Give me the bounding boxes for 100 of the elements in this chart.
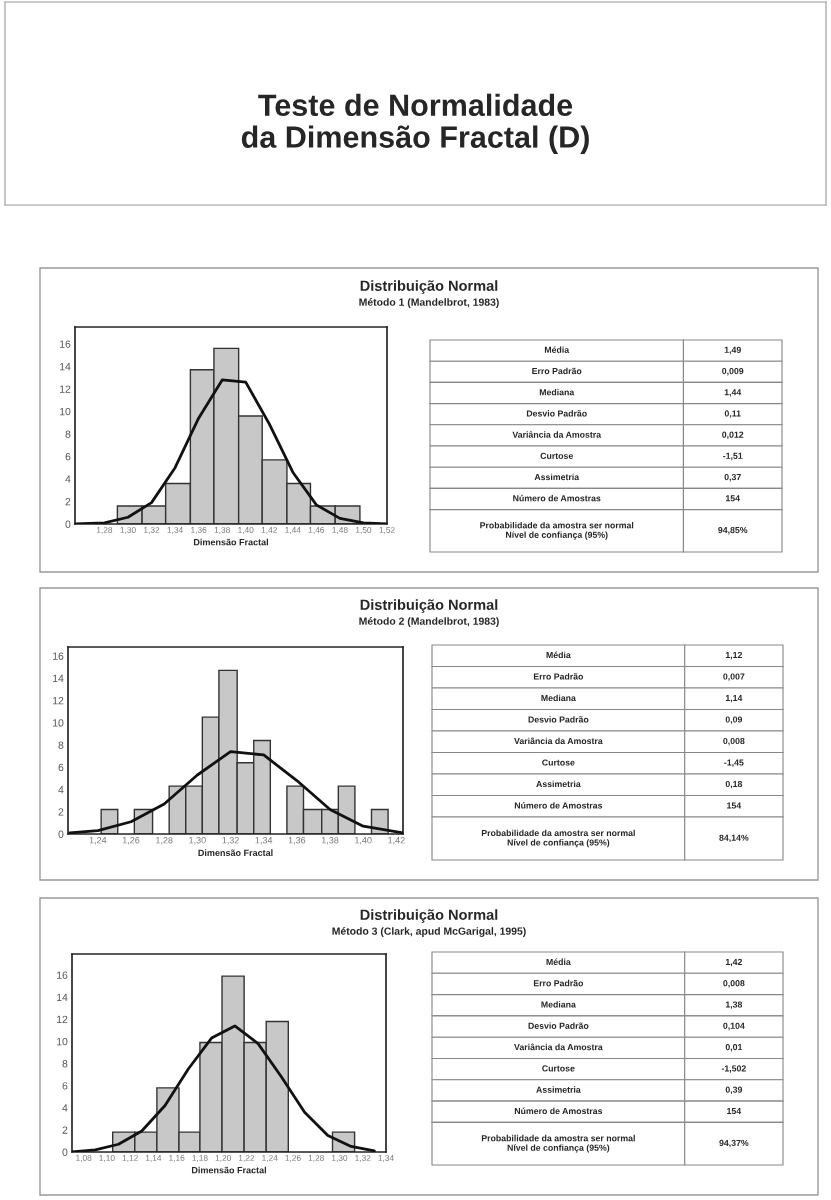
x-tick-label: 1,44	[285, 527, 301, 534]
x-tick-label: 1,42	[261, 527, 277, 534]
y-tick-label: 16	[53, 652, 64, 660]
y-tick-label: 6	[65, 452, 71, 461]
text: Curtose	[542, 1065, 575, 1072]
text: Distribuição Normal	[360, 909, 498, 923]
x-tick-label: 1,46	[308, 527, 325, 534]
y-tick-label: 14	[60, 363, 71, 371]
text: Probabilidade da amostra ser normal Nível de confiança (95%)	[481, 1134, 635, 1153]
x-tick-label: 1,32	[355, 1155, 371, 1162]
text: Probabilidade da amostra ser normal Nível de confiança (95%)	[481, 829, 635, 848]
x-tick-label: 1,40	[355, 837, 372, 845]
text: 0,09	[725, 716, 743, 724]
chart-title: Distribuição Normal	[360, 599, 498, 613]
text: 84,14%	[719, 834, 749, 843]
x-tick-label: 1,36	[191, 527, 207, 534]
x-tick-label: 1,30	[189, 837, 206, 845]
x-axis-title: Dimensão Fractal	[193, 538, 268, 546]
x-axis-title: Dimensão Fractal	[198, 849, 273, 856]
x-tick-label: 1,22	[238, 1155, 255, 1162]
x-tick-label: 1,34	[167, 527, 183, 534]
y-tick-label: 12	[60, 385, 71, 393]
text: Método 3 (Clark, apud McGarigal, 1995)	[332, 927, 526, 937]
x-tick-label: 1,52	[379, 527, 395, 534]
y-tick-label: 10	[53, 719, 64, 727]
y-tick-label: 0	[65, 520, 71, 528]
text: -1,502	[721, 1065, 746, 1073]
text: Mediana	[539, 388, 575, 396]
text: Erro Padrão	[532, 367, 582, 375]
text: Desvio Padrão	[526, 410, 587, 417]
text: Método 2 (Mandelbrot, 1983)	[359, 617, 499, 627]
text: Curtose	[542, 759, 575, 766]
text: Variância da Amostra	[512, 431, 602, 438]
text: 94,85%	[718, 526, 748, 535]
text: Probabilidade da amostra ser normal Nível de confiança (95%)	[480, 521, 634, 540]
line-series	[72, 1024, 376, 1152]
text: Assimetria	[534, 473, 580, 481]
x-tick-label: 1,26	[285, 1155, 301, 1162]
x-tick-label: 1,36	[288, 837, 306, 845]
text: Variância da Amostra	[514, 737, 603, 745]
text: Variância da Amostra	[514, 1043, 603, 1051]
x-tick-label: 1,38	[214, 527, 230, 534]
y-tick-label: 8	[58, 741, 64, 749]
text: Teste de Normalidade da Dimensão Fractal (D)	[241, 93, 589, 154]
text: 0,009	[722, 367, 744, 376]
y-tick-label: 14	[57, 993, 68, 1001]
text: Distribuição Normal	[360, 280, 498, 294]
text: 1,12	[725, 651, 743, 660]
x-tick-label: 1,26	[122, 837, 140, 845]
y-tick-label: 10	[60, 407, 71, 416]
text: Média	[544, 346, 570, 353]
x-axis-title: Dimensão Fractal	[191, 1166, 266, 1174]
y-tick-label: 12	[57, 1015, 68, 1024]
text: Média	[546, 958, 571, 965]
text: 154	[727, 1107, 742, 1115]
text: 1,44	[724, 389, 742, 397]
x-tick-label: 1,24	[89, 837, 107, 845]
text: 0,007	[723, 673, 745, 681]
text: 1,49	[724, 346, 741, 355]
text: Assimetria	[536, 1086, 581, 1093]
y-tick-label: 4	[58, 786, 64, 794]
text: 94,37%	[719, 1139, 749, 1148]
x-tick-label: 1,42	[388, 837, 405, 845]
x-tick-label: 1,24	[262, 1155, 278, 1162]
x-tick-label: 1,48	[332, 527, 348, 534]
y-tick-label: 6	[62, 1082, 68, 1090]
text: Desvio Padrão	[528, 1022, 589, 1029]
text: Número de Amostras	[514, 802, 603, 809]
text: 0,104	[723, 1022, 745, 1031]
x-tick-label: 1,08	[76, 1155, 92, 1162]
text: Desvio Padrão	[528, 716, 589, 723]
text: Número de Amostras	[514, 1107, 603, 1115]
y-tick-label: 2	[58, 808, 64, 816]
y-tick-label: 12	[53, 696, 64, 705]
x-tick-label: 1,20	[215, 1155, 231, 1162]
x-tick-label: 1,30	[332, 1155, 348, 1162]
y-tick-label: 16	[57, 971, 68, 979]
x-tick-label: 1,16	[169, 1155, 185, 1162]
y-tick-label: 0	[62, 1148, 68, 1156]
x-tick-label: 1,28	[308, 1155, 324, 1162]
x-tick-label: 1,50	[355, 527, 372, 534]
text: Mediana	[541, 1001, 576, 1008]
y-tick-label: 2	[62, 1126, 68, 1134]
x-tick-label: 1,40	[238, 527, 254, 534]
y-tick-label: 0	[58, 830, 64, 838]
text: Assimetria	[536, 780, 581, 788]
x-tick-label: 1,34	[378, 1155, 394, 1162]
x-tick-label: 1,34	[255, 837, 273, 845]
y-tick-label: 16	[60, 340, 71, 348]
x-tick-label: 1,32	[222, 837, 239, 845]
text: 0,008	[723, 980, 745, 988]
text: 0,39	[725, 1086, 743, 1095]
y-tick-label: 4	[62, 1104, 68, 1112]
x-tick-label: 1,32	[144, 527, 160, 534]
text: Média	[546, 651, 571, 659]
text: 154	[725, 495, 740, 502]
x-tick-label: 1,10	[99, 1155, 115, 1162]
text: Mediana	[541, 694, 576, 702]
text: Erro Padrão	[533, 979, 584, 987]
text: 0,008	[723, 737, 745, 746]
